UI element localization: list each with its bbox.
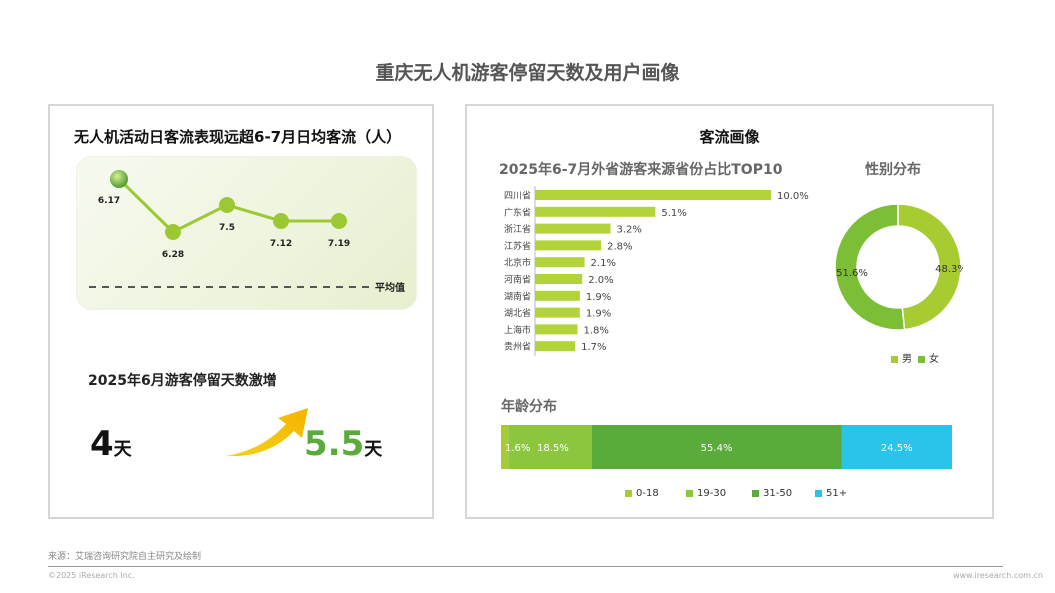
legend-female-swatch: [918, 355, 925, 363]
province-value-label: 1.8%: [583, 325, 608, 336]
legend-age-0-18: 0-18: [625, 488, 659, 499]
stay-days-after-unit: 天: [364, 439, 383, 460]
legend-male: 男: [891, 350, 912, 365]
province-bar: [535, 274, 583, 284]
province-value-label: 5.1%: [661, 208, 686, 219]
stay-days-after-value: 5.5: [304, 424, 365, 464]
age-stacked-bar-chart: 1.6% 18.5% 55.4% 24.5%: [501, 425, 952, 469]
visitor-profile-heading: 客流画像: [699, 128, 760, 146]
age-segment-51-plus: [841, 425, 952, 469]
province-bar: [535, 223, 611, 234]
province-bar: [535, 190, 771, 200]
female-slice: [834, 203, 906, 331]
province-tick-label: 湖南省: [504, 290, 531, 302]
province-bar: [535, 206, 656, 217]
province-tick-label: 江苏省: [504, 240, 531, 252]
footer-divider: [48, 566, 1003, 567]
legend-age-19-30-swatch: [686, 489, 693, 497]
legend-female: 女: [918, 350, 939, 365]
province-bar: [535, 307, 580, 318]
age-segment-51-plus-label: 24.5%: [881, 443, 913, 454]
province-bar: [535, 324, 578, 335]
flow-point: [331, 213, 347, 229]
gender-donut-chart: 48.3% 51.6%: [834, 203, 963, 331]
page-title: 重庆无人机游客停留天数及用户画像: [375, 62, 680, 84]
stay-days-before-value: 4: [90, 424, 114, 464]
province-tick-label: 浙江省: [504, 223, 531, 235]
legend-female-label: 女: [929, 354, 939, 365]
daily-flow-heading: 无人机活动日客流表现远超6-7月日均客流（人）: [74, 128, 402, 146]
age-segment-19-30: [508, 425, 592, 469]
male-share-label: 48.3%: [935, 264, 963, 275]
legend-age-51-plus-label: 51+: [826, 488, 848, 499]
province-tick-label: 广东省: [504, 206, 531, 218]
legend-age-31-50-swatch: [752, 489, 759, 497]
legend-age-19-30: 19-30: [686, 488, 726, 499]
province-tick-label: 上海市: [504, 324, 531, 336]
daily-flow-panel: 无人机活动日客流表现远超6-7月日均客流（人） 平均值 6.17 6.28 7.5 7.…: [48, 104, 434, 519]
province-bar: [535, 257, 585, 268]
province-value-label: 1.9%: [586, 309, 611, 320]
province-value-label: 2.1%: [591, 258, 616, 269]
flow-point-label: 7.12: [270, 239, 292, 249]
province-bar: [535, 290, 580, 301]
province-value-label: 3.2%: [617, 225, 642, 236]
gender-chart-heading: 性别分布: [865, 162, 921, 178]
copyright-text: ©2025 iResearch Inc.: [48, 571, 135, 580]
province-chart-heading: 2025年6-7月外省游客来源省份占比TOP10: [499, 162, 783, 178]
legend-male-swatch: [891, 355, 898, 363]
legend-age-19-30-label: 19-30: [697, 488, 727, 499]
legend-age-31-50-label: 31-50: [763, 488, 793, 499]
average-label: 平均值: [375, 281, 405, 294]
stay-days-before-unit: 天: [113, 439, 132, 460]
stay-days-after: 5.5天: [304, 424, 382, 464]
province-bar-chart: 四川省 10.0% 广东省 5.1% 浙江省 3.2% 江苏省 2.8% 北京市 2.1% 河南省 2…: [504, 186, 809, 356]
age-chart-heading: 年龄分布: [501, 399, 557, 415]
province-value-label: 1.7%: [581, 342, 606, 353]
flow-point: [273, 213, 289, 229]
increase-arrow-icon: [226, 408, 308, 457]
province-tick-label: 贵州省: [504, 341, 531, 353]
flow-point: [219, 197, 235, 213]
province-value-label: 2.8%: [607, 241, 632, 252]
province-tick-label: 河南省: [504, 274, 531, 286]
age-segment-19-30-label: 18.5%: [537, 443, 569, 454]
province-value-label: 1.9%: [586, 292, 611, 303]
age-segment-0-18: [501, 425, 509, 469]
source-note: 来源：艾瑞咨询研究院自主研究及绘制: [48, 552, 202, 562]
daily-flow-chart-box: 平均值 6.17 6.28 7.5 7.12 7.19: [76, 156, 417, 310]
age-segment-0-18-label: 1.6%: [505, 443, 530, 454]
stay-days-before: 4天: [90, 424, 132, 464]
flow-point-label: 6.28: [162, 250, 184, 260]
province-tick-label: 湖北省: [504, 307, 531, 319]
stay-days-heading: 2025年6月游客停留天数激增: [88, 373, 277, 389]
daily-flow-line-chart: 平均值 6.17 6.28 7.5 7.12 7.19: [89, 170, 405, 294]
age-segment-31-50-label: 55.4%: [701, 443, 733, 454]
flow-point-label: 7.19: [328, 239, 350, 249]
province-tick-label: 四川省: [504, 190, 531, 202]
legend-male-label: 男: [902, 354, 912, 365]
legend-age-0-18-label: 0-18: [636, 488, 659, 499]
flow-point: [165, 224, 181, 240]
flow-point-label: 6.17: [98, 196, 120, 206]
province-value-label: 2.0%: [588, 275, 613, 286]
flow-point-label: 7.5: [219, 223, 235, 233]
legend-age-51-plus-swatch: [815, 489, 822, 497]
legend-age-51-plus: 51+: [815, 488, 847, 499]
legend-age-31-50: 31-50: [752, 488, 792, 499]
province-tick-label: 北京市: [504, 257, 531, 269]
male-slice: [897, 203, 962, 331]
province-value-label: 10.0%: [777, 191, 809, 202]
legend-age-0-18-swatch: [625, 489, 632, 497]
visitor-profile-panel: 客流画像 2025年6-7月外省游客来源省份占比TOP10 性别分布 四川省 10…: [465, 104, 994, 519]
flow-point: [110, 170, 128, 188]
female-share-label: 51.6%: [836, 268, 868, 279]
website-text: www.iresearch.com.cn: [953, 571, 1043, 580]
province-bar: [535, 341, 576, 352]
province-bar: [535, 240, 602, 251]
age-segment-31-50: [591, 425, 842, 469]
